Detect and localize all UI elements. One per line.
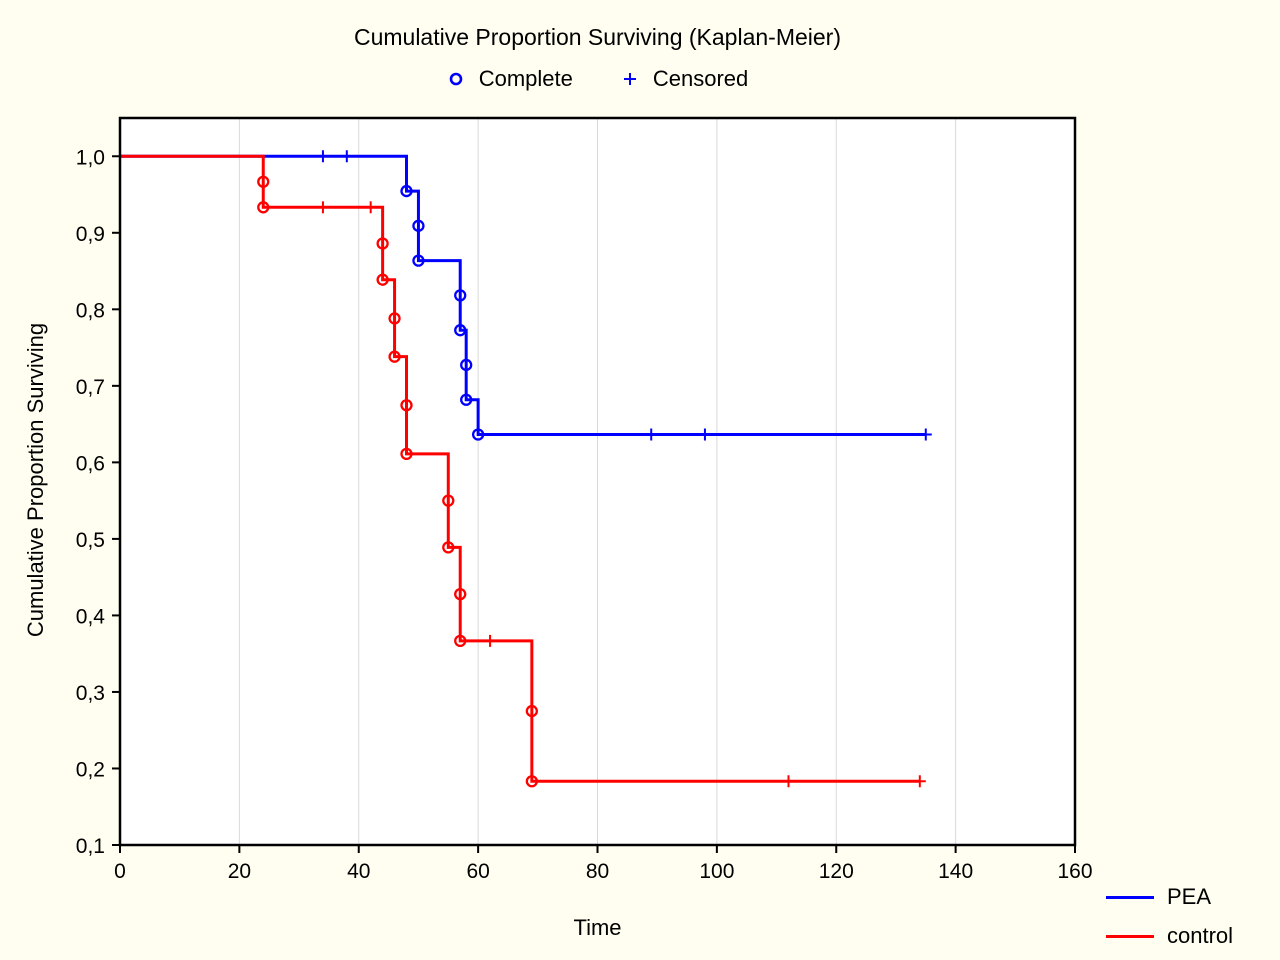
y-tick-label: 0,3	[76, 682, 105, 705]
complete-event-marker	[400, 399, 413, 412]
x-tick-label: 0	[114, 860, 126, 883]
marker-legend-item-censored: Censored	[621, 66, 748, 92]
control-label: control	[1167, 923, 1234, 948]
y-axis-label: Cumulative Proportion Surviving	[23, 322, 48, 638]
complete-event-marker	[525, 775, 538, 788]
complete-event-marker	[400, 447, 413, 461]
pea-label: PEA	[1167, 884, 1212, 909]
y-tick-label: 0,1	[76, 835, 105, 858]
x-axis-label: Time	[573, 915, 622, 940]
x-tick-label: 140	[938, 860, 973, 883]
plot-border	[118, 116, 1077, 847]
complete-event-marker	[454, 324, 467, 337]
y-tick-label: 0,5	[76, 529, 105, 552]
series-legend-item-control: control	[1106, 923, 1233, 949]
x-tick-label: 120	[819, 860, 854, 883]
x-tick-label: 60	[466, 860, 489, 883]
complete-event-marker	[442, 541, 455, 554]
complete-marker-icon	[449, 72, 463, 86]
complete-event-marker	[454, 587, 467, 601]
series-legend: PEA control	[1106, 884, 1233, 949]
complete-event-marker	[376, 237, 389, 250]
complete-event-marker	[442, 494, 455, 507]
complete-event-marker	[471, 428, 485, 441]
complete-event-marker	[454, 634, 467, 648]
pea-line-swatch	[1106, 895, 1154, 899]
complete-event-marker	[525, 704, 538, 718]
complete-event-marker	[454, 289, 467, 302]
series-legend-item-pea: PEA	[1106, 884, 1233, 910]
control-line-swatch	[1106, 934, 1154, 938]
complete-event-marker	[460, 393, 473, 406]
x-tick-label: 100	[699, 860, 734, 883]
x-tick-label: 160	[1057, 860, 1092, 883]
complete-event-marker	[388, 312, 401, 325]
complete-label: Complete	[478, 66, 573, 91]
x-tick-label: 40	[347, 860, 370, 883]
complete-event-marker	[460, 358, 473, 372]
marker-legend: Complete Censored	[120, 66, 1075, 92]
complete-event-marker	[412, 254, 425, 267]
y-tick-label: 0,2	[76, 758, 105, 781]
censored-marker-icon	[623, 73, 636, 85]
complete-event-marker	[412, 219, 425, 232]
complete-event-marker	[388, 350, 401, 363]
y-tick-label: 0,6	[76, 452, 105, 475]
censored-label: Censored	[652, 66, 749, 91]
y-tick-label: 0,9	[76, 223, 105, 246]
chart-title: Cumulative Proportion Surviving (Kaplan-…	[353, 24, 842, 50]
y-tick-label: 0,7	[76, 376, 105, 399]
marker-legend-item-complete: Complete	[447, 66, 573, 92]
complete-event-marker	[257, 175, 270, 188]
complete-event-marker	[376, 273, 389, 286]
complete-event-marker	[257, 201, 270, 214]
x-tick-label: 20	[228, 860, 251, 883]
x-tick-label: 80	[586, 860, 609, 883]
y-tick-label: 1,0	[76, 146, 105, 169]
y-tick-label: 0,8	[76, 299, 105, 322]
y-tick-label: 0,4	[76, 605, 106, 628]
complete-event-marker	[400, 184, 413, 198]
chart-title-wrap: Cumulative Proportion Surviving (Kaplan-…	[120, 24, 1075, 51]
